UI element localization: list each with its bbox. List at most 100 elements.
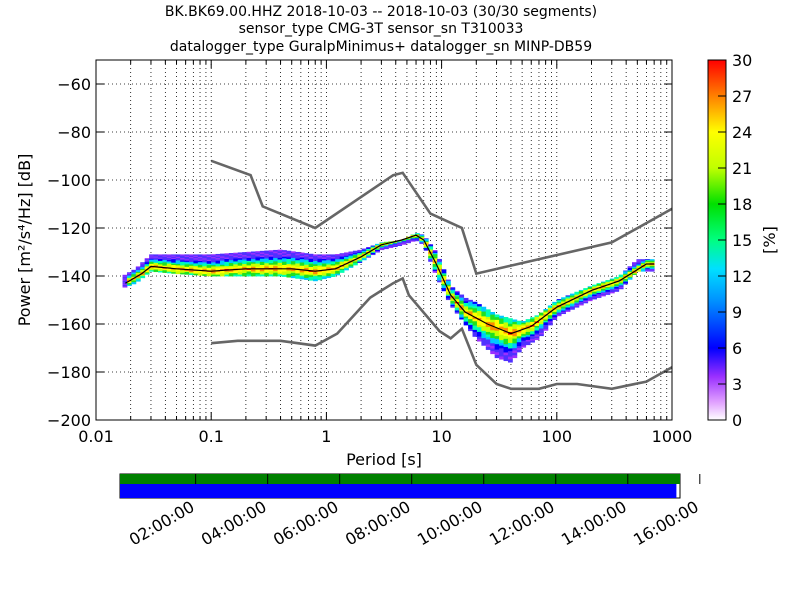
density-cell	[428, 246, 434, 248]
density-cell	[352, 255, 358, 257]
grid-lines	[96, 60, 672, 420]
density-cell	[600, 293, 606, 295]
density-cell	[122, 286, 128, 288]
density-cell	[144, 265, 150, 267]
density-cell	[339, 266, 345, 269]
density-cell	[308, 271, 314, 274]
density-cell	[264, 271, 270, 274]
density-cell	[286, 254, 292, 257]
density-cell	[468, 324, 473, 328]
density-cell	[499, 348, 504, 352]
density-cell	[432, 251, 438, 254]
density-cell	[432, 255, 438, 258]
density-cell	[512, 352, 518, 356]
density-cell	[233, 258, 239, 261]
density-cell	[268, 250, 274, 253]
density-cell	[304, 268, 310, 271]
density-cell	[454, 300, 460, 303]
density-cell	[428, 255, 434, 258]
density-cell	[450, 299, 456, 302]
density-cell	[211, 263, 216, 266]
density-cell	[357, 254, 363, 256]
coverage-timeline: 02:00:00 04:00:00 06:00:00 08:00:00 10:00:00…	[119, 473, 702, 549]
density-cell	[485, 321, 491, 325]
density-cell	[618, 282, 624, 284]
density-cell	[636, 270, 642, 272]
density-cell	[126, 278, 132, 280]
density-cell	[188, 268, 194, 270]
density-cell	[175, 258, 181, 260]
density-cell	[242, 258, 247, 260]
density-cell	[237, 258, 243, 261]
density-cell	[348, 251, 354, 253]
density-cell	[423, 246, 429, 248]
density-cell	[220, 271, 225, 274]
density-cell	[171, 256, 177, 259]
density-cell	[614, 283, 620, 285]
density-cell	[175, 259, 181, 261]
density-cell	[251, 254, 256, 257]
density-cell	[419, 242, 425, 244]
x-tick-label: 100	[542, 427, 573, 446]
density-cell	[521, 342, 527, 345]
density-cell	[344, 256, 349, 259]
density-cell	[574, 302, 580, 304]
density-cell	[645, 268, 651, 271]
density-cell	[525, 336, 531, 339]
density-cell	[237, 271, 243, 274]
timeline-tick-label: 06:00:00	[270, 497, 342, 549]
density-cell	[313, 275, 318, 278]
density-cell	[627, 275, 633, 277]
density-cell	[153, 257, 159, 260]
density-cell	[569, 294, 575, 296]
density-cell	[282, 264, 287, 268]
density-cell	[419, 234, 425, 236]
x-ticks: 0.01 0.1 1 10 100 1000	[78, 60, 692, 446]
density-cell	[556, 312, 562, 315]
density-cell	[202, 274, 208, 276]
density-cell	[530, 323, 535, 326]
density-cell	[273, 261, 278, 264]
density-cell	[317, 260, 323, 263]
density-cell	[330, 271, 336, 273]
density-cell	[476, 336, 482, 340]
density-cell	[308, 268, 314, 271]
density-cell	[468, 307, 473, 310]
density-cell	[552, 305, 558, 307]
density-cell	[344, 264, 349, 266]
density-cell	[326, 263, 332, 265]
density-cell	[321, 268, 327, 270]
density-cell	[428, 247, 434, 249]
density-cell	[259, 266, 265, 269]
density-cell	[472, 327, 478, 331]
density-cell	[534, 327, 540, 330]
density-cell	[202, 257, 208, 259]
density-cell	[157, 265, 163, 267]
density-cell	[507, 326, 513, 330]
density-cell	[428, 260, 434, 262]
density-cell	[445, 280, 451, 283]
median-curve	[125, 234, 655, 335]
density-cell	[215, 271, 221, 274]
density-cell	[547, 307, 553, 310]
density-cell	[507, 318, 513, 322]
density-cell	[259, 274, 265, 277]
density-cell	[366, 247, 372, 249]
density-cell	[206, 255, 212, 258]
density-cell	[321, 261, 327, 264]
density-cell	[623, 273, 628, 275]
density-cell	[640, 268, 646, 271]
density-cell	[578, 301, 584, 303]
density-cell	[441, 276, 447, 278]
density-cell	[330, 258, 336, 261]
density-cell	[277, 266, 283, 269]
density-cell	[149, 260, 154, 263]
density-cell	[552, 310, 558, 313]
density-cell	[282, 271, 287, 274]
density-cell	[459, 311, 465, 314]
density-cell	[454, 307, 460, 310]
density-cell	[512, 355, 518, 359]
density-cell	[476, 315, 482, 319]
density-cell	[273, 264, 278, 267]
density-cell	[233, 262, 239, 265]
